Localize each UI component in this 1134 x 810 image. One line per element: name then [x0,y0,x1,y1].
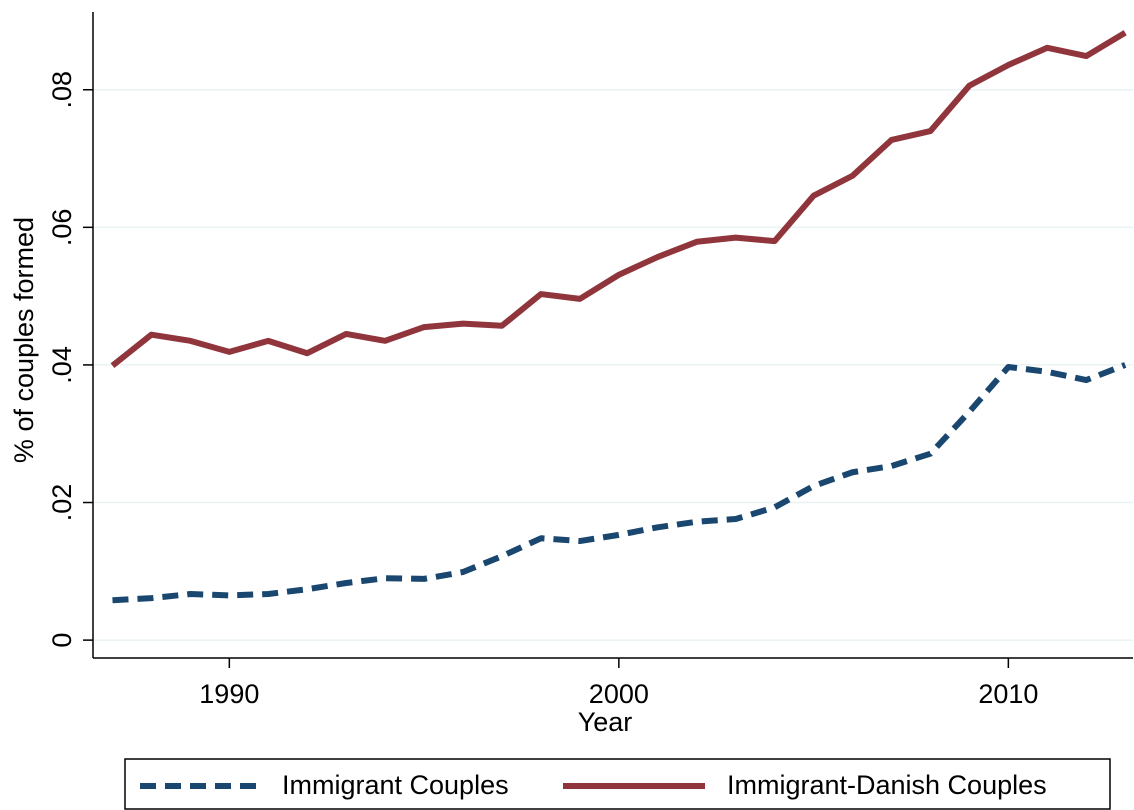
series-line [112,362,1127,604]
y-tick-label: .06 [47,209,77,247]
x-tick-label: 2010 [978,679,1038,709]
legend-label: Immigrant-Danish Couples [727,770,1047,800]
x-tick-label: 2000 [589,679,649,709]
y-axis-title: % of couples formed [9,217,39,463]
y-tick-label: .08 [47,71,77,109]
x-tick-label: 1990 [199,679,259,709]
y-tick-label: 0 [47,633,77,648]
y-tick-label: .04 [47,346,77,384]
x-axis-title: Year [578,707,633,737]
y-tick-label: .02 [47,484,77,522]
legend-label: Immigrant Couples [282,770,509,800]
series-line [110,30,1127,368]
